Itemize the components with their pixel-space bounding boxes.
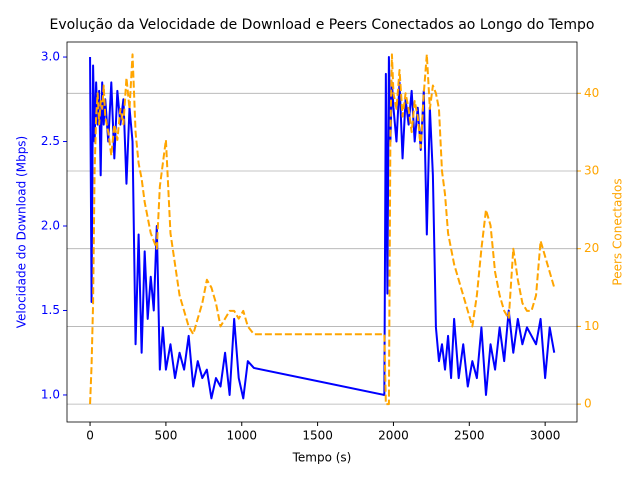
y-tick-label: 2.5 [41,134,60,148]
x-tick-label: 2500 [454,429,485,443]
y-tick-label: 1.5 [41,303,60,317]
y2-tick-label: 30 [584,163,599,177]
y-tick-label: 1.0 [41,387,60,401]
y2-axis-label: Peers Conectados [611,178,625,285]
x-tick-label: 3000 [530,429,561,443]
chart-title: Evolução da Velocidade de Download e Pee… [49,17,594,33]
y2-tick-label: 0 [584,397,592,411]
series-line [89,53,556,406]
x-tick-label: 0 [86,429,94,443]
y-tick-label: 3.0 [41,50,60,64]
y2-tick-label: 40 [584,86,599,100]
x-tick-label: 1500 [302,429,333,443]
y2-tick-label: 20 [584,241,599,255]
x-tick-label: 1000 [226,429,257,443]
y-axis-label: Velocidade do Download (Mbps) [15,136,29,329]
plot-frame [66,41,578,423]
x-tick-label: 500 [154,429,177,443]
y-tick-label: 2.0 [41,219,60,233]
x-axis-label: Tempo (s) [292,451,352,465]
x-tick-label: 2000 [378,429,409,443]
series-line [89,56,556,400]
y2-tick-label: 10 [584,319,599,333]
